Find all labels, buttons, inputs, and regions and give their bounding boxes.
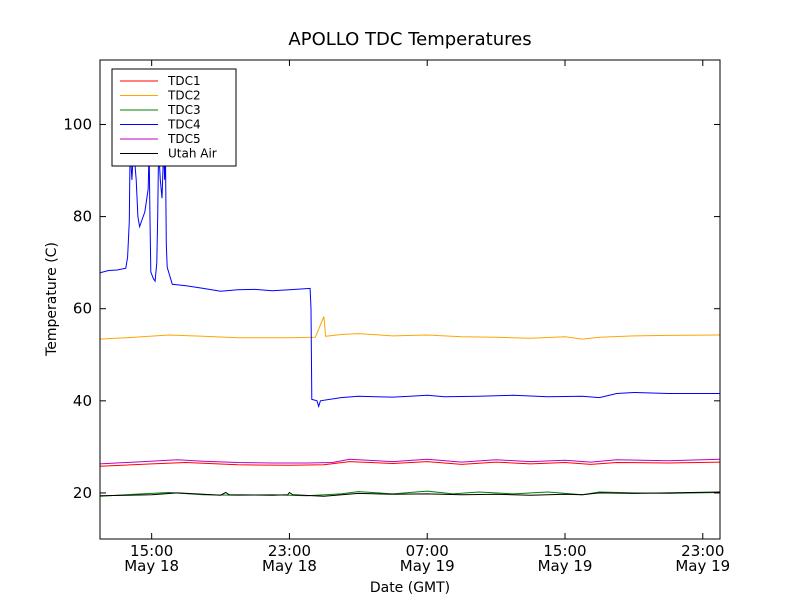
legend-label-tdc5: TDC5	[167, 132, 201, 146]
series-line-tdc4	[100, 147, 720, 409]
y-tick-label: 60	[73, 300, 92, 318]
x-axis-label: Date (GMT)	[370, 580, 450, 596]
y-tick-label: 20	[73, 484, 92, 502]
y-axis-label: Temperature (C)	[44, 242, 60, 357]
x-tick-time-label: 23:00	[681, 542, 724, 560]
legend-label-tdc4: TDC4	[167, 118, 201, 132]
x-tick-time-label: 15:00	[543, 542, 586, 560]
legend-label-tdc3: TDC3	[167, 103, 201, 117]
y-tick-label: 40	[73, 392, 92, 410]
chart-title: APOLLO TDC Temperatures	[288, 29, 531, 50]
axes-frame	[99, 59, 721, 540]
series-group	[100, 147, 720, 497]
series-line-tdc2	[100, 316, 720, 340]
y-tick-label: 80	[73, 208, 92, 226]
x-tick-time-label: 07:00	[406, 542, 449, 560]
legend-label-tdc2: TDC2	[167, 89, 201, 103]
x-tick-date-label: May 18	[124, 557, 179, 575]
series-line-utah-air	[100, 491, 720, 497]
x-tick-date-label: May 19	[400, 557, 455, 575]
legend-label-utah-air: Utah Air	[168, 147, 217, 161]
series-line-tdc5	[100, 458, 720, 465]
x-tick-time-label: 15:00	[130, 542, 173, 560]
legend-box	[111, 68, 237, 167]
series-line-tdc1	[100, 461, 720, 467]
x-tick-time-label: 23:00	[268, 542, 311, 560]
x-tick-date-label: May 19	[675, 557, 730, 575]
x-tick-date-label: May 19	[538, 557, 593, 575]
y-tick-label: 100	[63, 115, 92, 133]
legend-label-tdc1: TDC1	[167, 74, 201, 88]
x-tick-date-label: May 18	[262, 557, 317, 575]
